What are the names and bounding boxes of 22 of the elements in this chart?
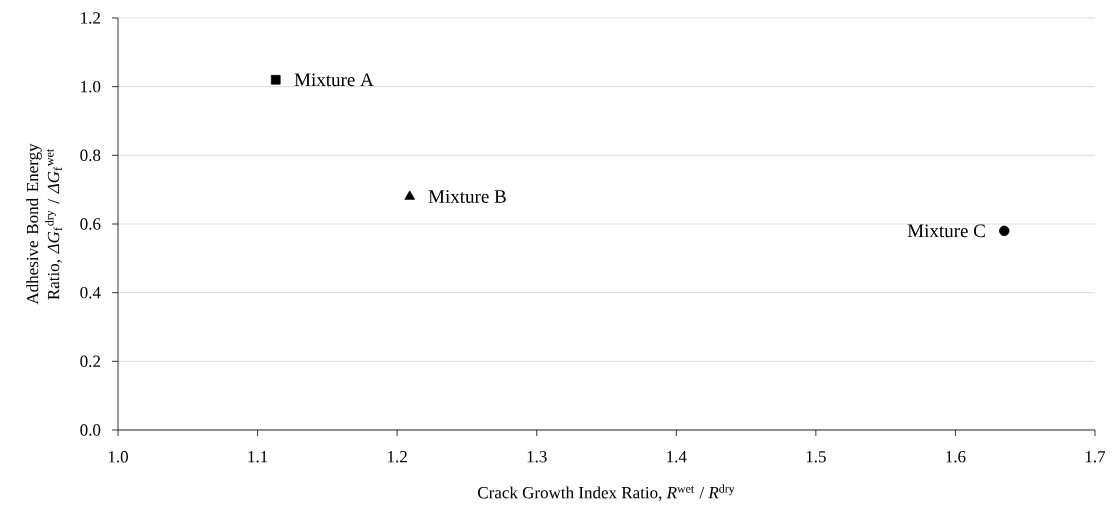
series-label: Mixture C (907, 224, 985, 238)
x-tick-label: 1.3 (527, 451, 547, 463)
y-tick-label: 0.2 (80, 355, 101, 368)
x-tick-label: 1.2 (388, 451, 407, 463)
x-tick-label: 1.1 (248, 451, 268, 463)
y-tick-label: 0.6 (80, 218, 101, 230)
y-tick-label: 0.0 (80, 424, 101, 436)
point (404, 190, 415, 200)
point (999, 225, 1010, 237)
y-tick-label: 0.4 (80, 286, 101, 299)
x-tick-label: 1.4 (667, 451, 687, 463)
series-label: Mixture A (294, 73, 374, 87)
point (270, 74, 281, 85)
x-tick-label: 1.7 (1085, 451, 1106, 463)
x-tick-label: 1.0 (108, 451, 128, 463)
x-tick-label: 1.6 (946, 451, 966, 463)
x-tick-label: 1.5 (806, 451, 826, 463)
x-axis-title: Crack Growth Index Ratio, R$^{wet}$ / R$^{dry}$ (478, 484, 735, 501)
series-label: Mixture B (428, 190, 506, 203)
y-tick-label: 0.8 (80, 149, 101, 162)
y-tick-label: 1.2 (81, 12, 101, 24)
y-tick-label: 1.0 (81, 80, 101, 93)
